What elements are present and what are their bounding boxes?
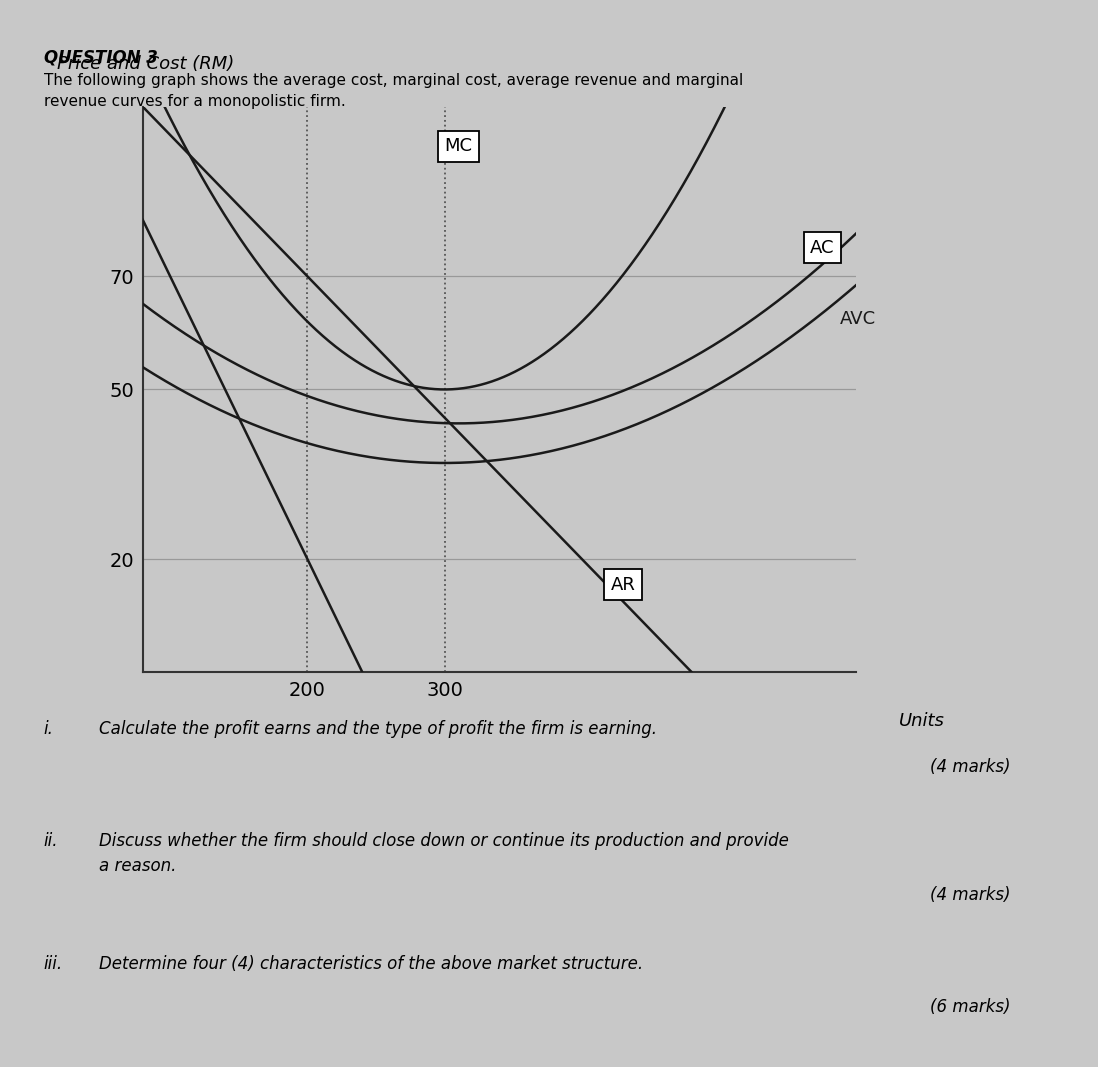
Text: ii.: ii. xyxy=(44,832,58,850)
Text: Determine four (4) characteristics of the above market structure.: Determine four (4) characteristics of th… xyxy=(99,955,643,973)
Text: i.: i. xyxy=(44,720,54,738)
Text: MC: MC xyxy=(445,138,472,156)
Text: (4 marks): (4 marks) xyxy=(930,886,1010,904)
Text: AC: AC xyxy=(810,239,834,256)
Text: iii.: iii. xyxy=(44,955,63,973)
Text: Units: Units xyxy=(899,712,945,730)
Text: Price and Cost (RM): Price and Cost (RM) xyxy=(57,54,234,73)
Text: The following graph shows the average cost, marginal cost, average revenue and m: The following graph shows the average co… xyxy=(44,73,743,109)
Text: AR: AR xyxy=(610,575,636,593)
Text: QUESTION 3: QUESTION 3 xyxy=(44,48,158,66)
Text: (6 marks): (6 marks) xyxy=(930,998,1010,1016)
Text: AVC: AVC xyxy=(840,310,876,329)
Text: Discuss whether the firm should close down or continue its production and provid: Discuss whether the firm should close do… xyxy=(99,832,788,875)
Text: (4 marks): (4 marks) xyxy=(930,758,1010,776)
Text: Calculate the profit earns and the type of profit the firm is earning.: Calculate the profit earns and the type … xyxy=(99,720,657,738)
